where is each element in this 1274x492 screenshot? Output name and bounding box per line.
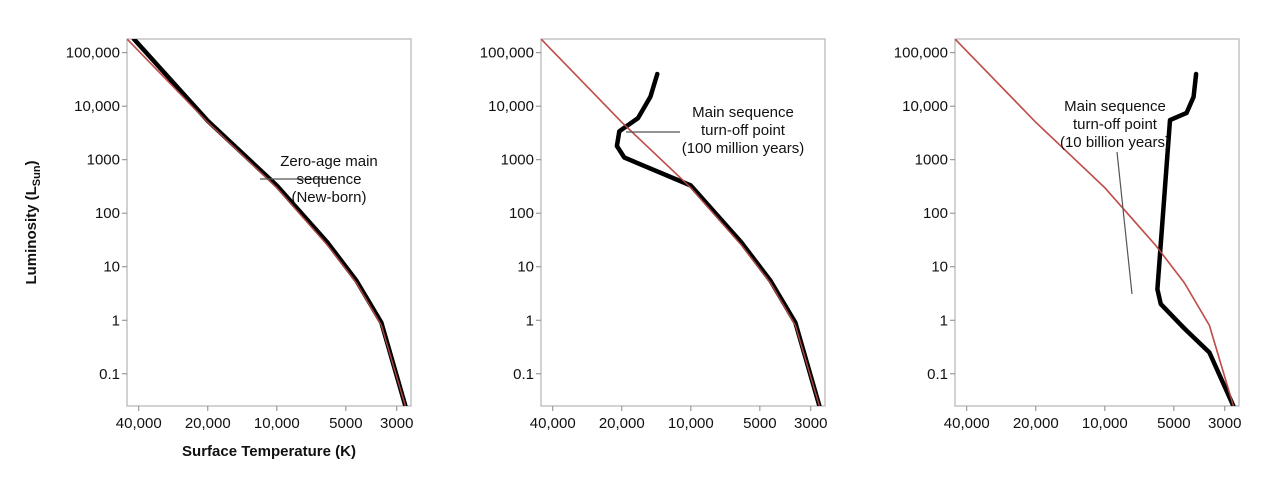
annotation-text: (100 million years) [682, 140, 805, 157]
annotation-text: turn-off point [1073, 116, 1158, 133]
annotation-text: sequence [296, 171, 361, 188]
x-axis-title: Surface Temperature (K) [182, 443, 356, 460]
y-tick-label: 0.1 [513, 366, 534, 383]
annotation-text: Zero-age main [280, 153, 378, 170]
zams-line [127, 39, 407, 406]
zams-line-overlay [955, 39, 1235, 406]
x-tick-label: 10,000 [668, 415, 714, 432]
zams-line-overlay [127, 39, 407, 406]
x-tick-label: 10,000 [1082, 415, 1128, 432]
y-tick-label: 1 [112, 312, 120, 329]
x-tick-label: 40,000 [944, 415, 990, 432]
annotation-leader-line [1116, 151, 1133, 295]
y-tick-label: 10,000 [902, 98, 948, 115]
x-tick-label: 20,000 [1013, 415, 1059, 432]
zams-line [541, 39, 821, 406]
y-tick-label: 0.1 [99, 366, 120, 383]
y-tick-label: 10,000 [74, 98, 120, 115]
y-tick-label: 100 [509, 205, 534, 222]
annotation-text: Main sequence [1064, 98, 1166, 115]
x-tick-label: 10,000 [254, 415, 300, 432]
x-tick-label: 20,000 [599, 415, 645, 432]
x-tick-label: 20,000 [185, 415, 231, 432]
evolved-sequence-line [1155, 71, 1236, 406]
plot-frame [954, 38, 1240, 407]
y-tick-label: 10 [103, 259, 120, 276]
x-tick-label: 3000 [794, 415, 827, 432]
hr-panel-2: 100,000 10,000 1000 100 10 1 0.1 40,000 20,000 10… [480, 38, 827, 432]
annotation-text: turn-off point [701, 122, 786, 139]
zams-line-overlay [541, 39, 821, 406]
x-tick-label: 40,000 [116, 415, 162, 432]
x-tick-label: 5000 [329, 415, 362, 432]
evolved-sequence-line [131, 39, 408, 406]
y-axis-title: Luminosity (LSun) [23, 160, 43, 284]
y-tick-label: 100 [95, 205, 120, 222]
x-tick-label: 5000 [1157, 415, 1190, 432]
y-tick-label: 100,000 [480, 45, 534, 62]
annotation-text: Main sequence [692, 104, 794, 121]
plot-frame [540, 38, 826, 407]
y-tick-label: 100,000 [894, 45, 948, 62]
x-tick-label: 3000 [1208, 415, 1241, 432]
annotation-text: (New-born) [291, 189, 366, 206]
y-tick-label: 10,000 [488, 98, 534, 115]
y-tick-label: 100,000 [66, 45, 120, 62]
y-tick-label: 1000 [501, 152, 534, 169]
y-tick-label: 1000 [87, 152, 120, 169]
x-tick-label: 5000 [743, 415, 776, 432]
hr-panel-3: 100,000 10,000 1000 100 10 1 0.1 40,000 20,000 10… [894, 38, 1241, 432]
y-tick-label: 100 [923, 205, 948, 222]
evolved-sequence-line [614, 71, 822, 406]
y-tick-label: 1000 [915, 152, 948, 169]
annotation-text: (10 billion years) [1060, 134, 1170, 151]
y-tick-label: 0.1 [927, 366, 948, 383]
y-tick-label: 1 [940, 312, 948, 329]
y-tick-label: 10 [931, 259, 948, 276]
y-tick-label: 1 [526, 312, 534, 329]
x-tick-label: 40,000 [530, 415, 576, 432]
x-tick-label: 3000 [380, 415, 413, 432]
plot-frame [126, 38, 412, 407]
hr-panel-1: 100,000 10,000 1000 100 10 1 0.1 40,000 20,000 10… [23, 38, 413, 460]
y-tick-label: 10 [517, 259, 534, 276]
